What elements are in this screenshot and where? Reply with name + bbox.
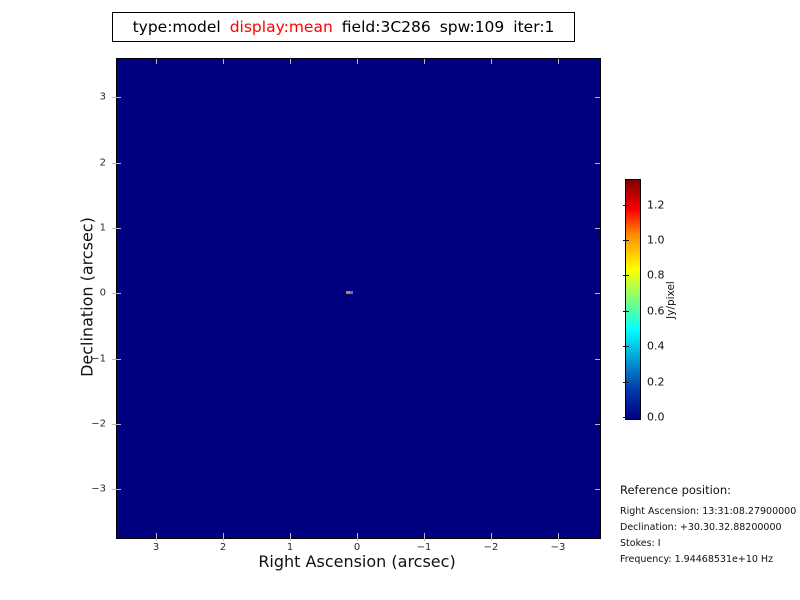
- y-tick-label: −1: [91, 353, 106, 365]
- point-source-pixel-side: [350, 291, 353, 294]
- colorbar-tick-label: 0.6: [647, 304, 665, 318]
- title-spw: spw:109: [439, 18, 505, 36]
- x-tick-mark-bottom: [357, 533, 358, 541]
- x-tick-mark-top: [223, 59, 224, 64]
- y-tick-label: 3: [99, 91, 106, 103]
- colorbar-tick-mark: [623, 240, 629, 241]
- x-tick-mark-bottom: [558, 533, 559, 541]
- title-display: display:mean: [229, 18, 333, 36]
- x-tick-label: 3: [152, 542, 160, 553]
- x-tick-mark-bottom: [290, 533, 291, 541]
- point-source-pixel-peak: [346, 291, 350, 294]
- y-axis-label: Declination (arcsec): [77, 217, 97, 377]
- x-tick-mark-bottom: [156, 533, 157, 541]
- reference-lines: Right Ascension: 13:31:08.27900000 Declin…: [620, 504, 800, 568]
- reference-heading: Reference position:: [620, 483, 731, 497]
- x-tick-label: −1: [416, 542, 432, 553]
- x-tick-mark-top: [424, 59, 425, 64]
- colorbar-tick-mark: [623, 204, 629, 206]
- y-tick-mark-left: [112, 359, 121, 360]
- y-tick-mark-right: [595, 228, 600, 229]
- x-tick-label: −2: [483, 542, 499, 553]
- sky-image-panel: [116, 58, 601, 539]
- colorbar-unit-label: Jy/pixel: [665, 281, 677, 319]
- y-tick-mark-left: [112, 97, 121, 98]
- y-tick-mark-left: [112, 293, 121, 294]
- reference-line: Declination: +30.30.32.88200000: [620, 522, 782, 533]
- x-tick-label: 0: [353, 542, 361, 553]
- colorbar-tick-mark: [623, 310, 629, 312]
- colorbar-tick-label: 0.4: [647, 339, 665, 353]
- y-tick-mark-left: [112, 489, 121, 490]
- title-field: field:3C286: [341, 18, 431, 36]
- y-tick-label: 0: [99, 287, 106, 299]
- colorbar-tick-mark: [623, 275, 629, 277]
- colorbar-tick-mark: [623, 417, 629, 418]
- colorbar: [625, 179, 641, 420]
- x-axis-label: Right Ascension (arcsec): [258, 552, 456, 571]
- y-tick-mark-left: [112, 163, 121, 164]
- x-tick-mark-bottom: [491, 533, 492, 541]
- y-tick-mark-left: [112, 424, 121, 425]
- y-tick-label: −3: [91, 483, 106, 495]
- reference-position-block: Reference position: Right Ascension: 13:…: [620, 483, 800, 568]
- y-tick-label: −2: [91, 418, 106, 430]
- reference-line: Right Ascension: 13:31:08.27900000: [620, 506, 797, 517]
- x-tick-label: 1: [286, 542, 294, 553]
- colorbar-tick-label: 0.2: [647, 375, 665, 389]
- y-tick-mark-right: [595, 293, 600, 294]
- x-tick-mark-top: [491, 59, 492, 64]
- y-tick-mark-left: [112, 228, 121, 229]
- y-tick-mark-right: [595, 489, 600, 490]
- y-tick-mark-right: [595, 163, 600, 164]
- colorbar-tick-mark: [623, 381, 629, 383]
- x-tick-mark-top: [558, 59, 559, 64]
- x-tick-mark-top: [290, 59, 291, 64]
- colorbar-tick-mark: [623, 346, 629, 348]
- x-tick-mark-top: [357, 59, 358, 64]
- title-box: type:model display:mean field:3C286 spw:…: [112, 12, 575, 42]
- colorbar-tick-label: 1.0: [647, 233, 665, 247]
- x-tick-mark-top: [156, 59, 157, 64]
- x-tick-mark-bottom: [223, 533, 224, 541]
- title-iter: iter:1: [513, 18, 555, 36]
- y-tick-label: 1: [99, 222, 106, 234]
- x-tick-mark-bottom: [424, 533, 425, 541]
- y-tick-label: 2: [99, 157, 106, 169]
- colorbar-tick-label: 0.8: [647, 268, 665, 282]
- y-tick-mark-right: [595, 97, 600, 98]
- reference-line: Frequency: 1.94468531e+10 Hz: [620, 554, 774, 565]
- y-tick-mark-right: [595, 359, 600, 360]
- colorbar-tick-label: 0.0: [647, 410, 665, 424]
- title-type: type:model: [132, 18, 221, 36]
- x-tick-label: −3: [550, 542, 566, 553]
- y-tick-mark-right: [595, 424, 600, 425]
- colorbar-tick-label: 1.2: [647, 198, 665, 212]
- reference-line: Stokes: I: [620, 538, 661, 549]
- x-tick-label: 2: [219, 542, 227, 553]
